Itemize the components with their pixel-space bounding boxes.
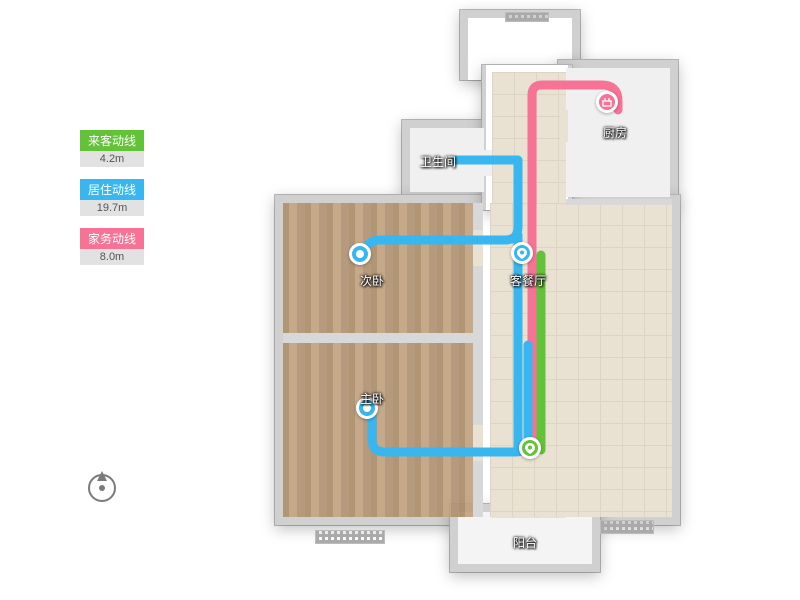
- label-balcony: 阳台: [513, 534, 537, 551]
- node-livingroom-icon: [511, 242, 533, 264]
- node-kitchen-icon: [596, 91, 618, 113]
- floor-secondary-bedroom: [283, 203, 473, 333]
- legend-label: 居住动线: [80, 179, 144, 200]
- door-bathroom: [484, 150, 492, 176]
- legend: 来客动线 4.2m 居住动线 19.7m 家务动线 8.0m: [80, 130, 144, 277]
- floor-plan: 厨房 卫生间 次卧 主卧 客餐厅 阳台: [260, 10, 710, 580]
- window: [600, 520, 654, 534]
- legend-value: 8.0m: [80, 249, 144, 265]
- label-bathroom: 卫生间: [420, 153, 456, 170]
- label-secondary-bedroom: 次卧: [360, 272, 384, 289]
- node-balcony-icon: [519, 437, 541, 459]
- legend-label: 来客动线: [80, 130, 144, 151]
- inner-wall: [283, 333, 483, 343]
- legend-value: 4.2m: [80, 151, 144, 167]
- node-secondary-icon: [349, 243, 371, 265]
- label-kitchen: 厨房: [603, 124, 627, 141]
- window: [505, 12, 549, 22]
- legend-item-living: 居住动线 19.7m: [80, 179, 144, 216]
- legend-value: 19.7m: [80, 200, 144, 216]
- legend-item-chore: 家务动线 8.0m: [80, 228, 144, 265]
- floor-master-bedroom: [283, 343, 473, 517]
- door-master: [473, 425, 483, 461]
- label-master-bedroom: 主卧: [360, 390, 384, 407]
- inner-wall: [566, 199, 672, 205]
- legend-label: 家务动线: [80, 228, 144, 249]
- door-kitchen: [560, 110, 568, 142]
- label-livingroom: 客餐厅: [510, 272, 546, 289]
- window: [315, 530, 385, 544]
- compass-icon: [82, 465, 122, 505]
- door-secondary: [473, 230, 483, 266]
- legend-item-guest: 来客动线 4.2m: [80, 130, 144, 167]
